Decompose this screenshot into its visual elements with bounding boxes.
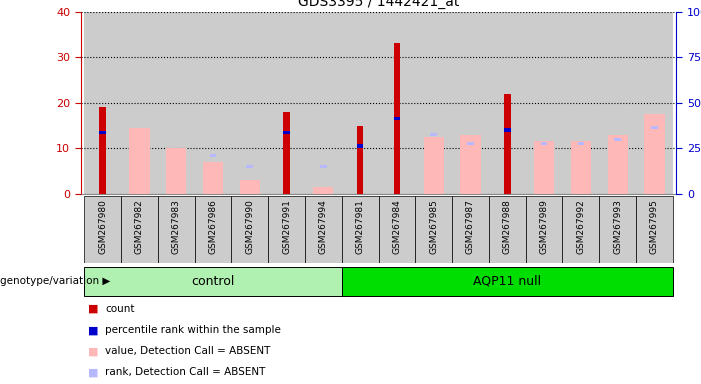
Text: ■: ■ (88, 346, 98, 356)
Bar (562, 12, 599, 194)
Text: GSM267989: GSM267989 (540, 199, 549, 254)
Text: AQP11 null: AQP11 null (473, 275, 541, 288)
Bar (84, 266, 342, 296)
Bar (489, 196, 526, 263)
Bar (247, 165, 253, 168)
Text: GSM267991: GSM267991 (282, 199, 291, 254)
Bar (342, 196, 379, 263)
Bar (526, 196, 562, 263)
Bar (121, 12, 158, 194)
Bar (320, 165, 327, 168)
Bar (195, 196, 231, 263)
Bar (430, 133, 437, 136)
Bar (452, 196, 489, 263)
Bar (379, 196, 415, 263)
Bar (130, 128, 149, 194)
Bar (158, 196, 195, 263)
Bar (268, 196, 305, 263)
Bar (467, 142, 474, 146)
Bar (578, 142, 584, 146)
Bar (158, 12, 195, 194)
Bar (195, 12, 231, 194)
Bar (489, 12, 526, 194)
Bar (540, 142, 547, 146)
Bar (636, 12, 673, 194)
Bar (313, 187, 334, 194)
Bar (644, 114, 665, 194)
Bar (608, 135, 627, 194)
Text: ■: ■ (88, 367, 98, 377)
Bar (614, 137, 621, 141)
Bar (651, 126, 658, 129)
Bar (357, 144, 363, 147)
Bar (268, 12, 305, 194)
Text: GSM267988: GSM267988 (503, 199, 512, 254)
Bar (415, 12, 452, 194)
Bar (283, 112, 290, 194)
Text: count: count (105, 304, 135, 314)
Text: GSM267993: GSM267993 (613, 199, 622, 254)
Bar (100, 131, 106, 134)
Bar (166, 148, 186, 194)
Bar (305, 12, 342, 194)
Bar (452, 12, 489, 194)
Text: GSM267995: GSM267995 (650, 199, 659, 254)
Bar (461, 135, 481, 194)
Text: GSM267980: GSM267980 (98, 199, 107, 254)
Bar (504, 129, 510, 132)
Bar (636, 196, 673, 263)
Text: GSM267990: GSM267990 (245, 199, 254, 254)
Bar (231, 12, 268, 194)
Text: ■: ■ (88, 304, 98, 314)
Text: GSM267987: GSM267987 (466, 199, 475, 254)
Text: value, Detection Call = ABSENT: value, Detection Call = ABSENT (105, 346, 271, 356)
Title: GDS3395 / 1442421_at: GDS3395 / 1442421_at (298, 0, 459, 9)
Bar (231, 196, 268, 263)
Text: GSM267986: GSM267986 (208, 199, 217, 254)
Bar (342, 12, 379, 194)
Bar (84, 12, 121, 194)
Bar (526, 12, 562, 194)
Bar (342, 266, 673, 296)
Text: GSM267994: GSM267994 (319, 199, 328, 254)
Bar (599, 196, 636, 263)
Bar (571, 141, 591, 194)
Bar (379, 12, 415, 194)
Text: genotype/variation ▶: genotype/variation ▶ (0, 276, 110, 286)
Bar (504, 94, 510, 194)
Bar (562, 196, 599, 263)
Text: GSM267985: GSM267985 (429, 199, 438, 254)
Bar (121, 196, 158, 263)
Bar (100, 107, 106, 194)
Text: GSM267992: GSM267992 (576, 199, 585, 254)
Bar (210, 154, 217, 157)
Bar (415, 196, 452, 263)
Text: GSM267982: GSM267982 (135, 199, 144, 254)
Bar (84, 196, 121, 263)
Text: control: control (191, 275, 235, 288)
Bar (283, 131, 290, 134)
Bar (534, 141, 554, 194)
Bar (240, 180, 260, 194)
Text: percentile rank within the sample: percentile rank within the sample (105, 325, 281, 335)
Bar (599, 12, 636, 194)
Text: GSM267981: GSM267981 (355, 199, 365, 254)
Text: GSM267983: GSM267983 (172, 199, 181, 254)
Bar (305, 196, 342, 263)
Text: ■: ■ (88, 325, 98, 335)
Bar (203, 162, 223, 194)
Bar (394, 43, 400, 194)
Bar (423, 137, 444, 194)
Bar (394, 117, 400, 120)
Text: GSM267984: GSM267984 (393, 199, 402, 254)
Text: rank, Detection Call = ABSENT: rank, Detection Call = ABSENT (105, 367, 266, 377)
Bar (357, 126, 363, 194)
